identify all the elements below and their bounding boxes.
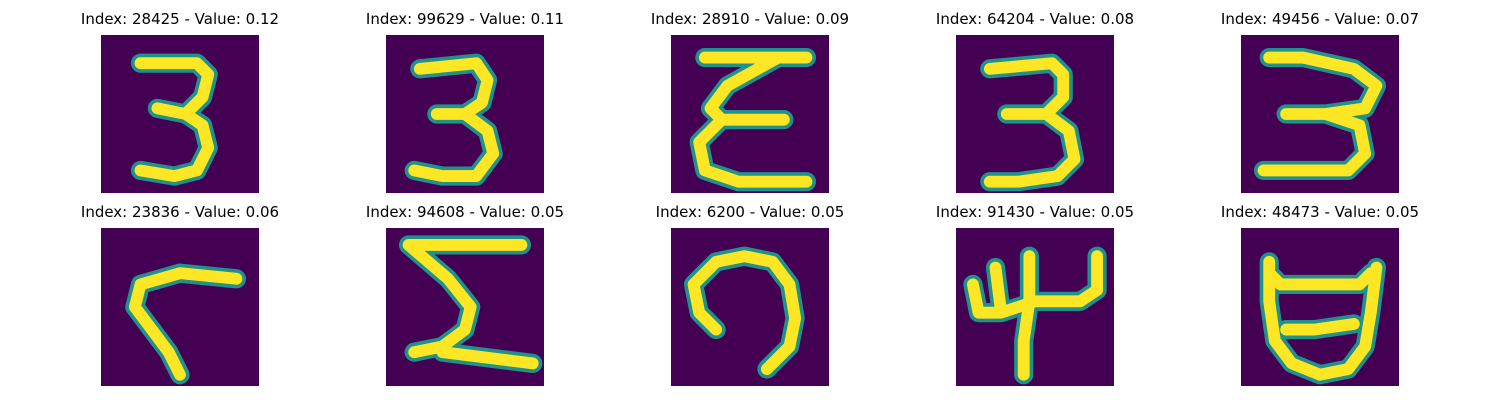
panel-title: Index: 48473 - Value: 0.05 [1220, 203, 1420, 221]
stroke-core [1263, 255, 1383, 381]
panel-title: Index: 94608 - Value: 0.05 [365, 203, 565, 221]
panel-title: Index: 6200 - Value: 0.05 [655, 203, 845, 221]
digit-image [956, 35, 1114, 193]
stroke-core [128, 267, 243, 381]
digit-image [101, 228, 259, 386]
panel-title: Index: 28425 - Value: 0.12 [80, 10, 280, 28]
panel-4: Index: 64204 - Value: 0.08 [885, 0, 1185, 193]
panel-title: Index: 49456 - Value: 0.07 [1220, 10, 1420, 28]
digit-image [101, 35, 259, 193]
panel-2: Index: 99629 - Value: 0.11 [315, 0, 615, 193]
stroke-core [1257, 51, 1383, 177]
digit-image [1241, 228, 1399, 386]
four-icon [956, 228, 1114, 386]
panel-title: Index: 23836 - Value: 0.06 [80, 203, 280, 221]
cup-icon [1241, 228, 1399, 386]
three-c-icon [671, 35, 829, 193]
hook-icon [101, 228, 259, 386]
digit-image [956, 228, 1114, 386]
three-a-icon [101, 35, 259, 193]
digit-image [1241, 35, 1399, 193]
stroke-core [134, 57, 215, 182]
panel-title: Index: 91430 - Value: 0.05 [935, 203, 1135, 221]
digit-image [386, 228, 544, 386]
panel-3: Index: 28910 - Value: 0.09 [600, 0, 900, 193]
stroke-core [967, 250, 1103, 381]
panel-title: Index: 99629 - Value: 0.11 [365, 10, 565, 28]
three-d-icon [956, 35, 1114, 193]
arch-icon [671, 228, 829, 386]
sigma-icon [386, 228, 544, 386]
panel-5: Index: 49456 - Value: 0.07 [1170, 0, 1470, 193]
panel-1: Index: 28425 - Value: 0.12 [30, 0, 330, 193]
three-b-icon [386, 35, 544, 193]
digit-image [671, 35, 829, 193]
stroke-core [687, 250, 802, 375]
stroke-core [408, 57, 500, 182]
three-e-icon [1241, 35, 1399, 193]
panel-9: Index: 91430 - Value: 0.05 [885, 193, 1185, 386]
panel-10: Index: 48473 - Value: 0.05 [1170, 193, 1470, 386]
stroke-core [983, 57, 1081, 188]
stroke-core [402, 239, 539, 370]
panel-title: Index: 28910 - Value: 0.09 [650, 10, 850, 28]
panel-8: Index: 6200 - Value: 0.05 [600, 193, 900, 386]
stroke-core [693, 51, 813, 188]
panel-7: Index: 94608 - Value: 0.05 [315, 193, 615, 386]
panel-title: Index: 64204 - Value: 0.08 [935, 10, 1135, 28]
digit-image [386, 35, 544, 193]
digit-image [671, 228, 829, 386]
panel-6: Index: 23836 - Value: 0.06 [30, 193, 330, 386]
